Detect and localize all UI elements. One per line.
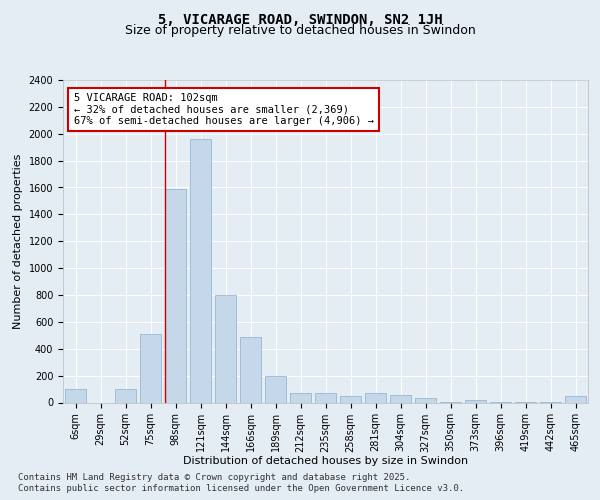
Text: Size of property relative to detached houses in Swindon: Size of property relative to detached ho… — [125, 24, 475, 37]
Bar — [365, 393, 386, 402]
Bar — [165, 189, 186, 402]
Bar — [315, 393, 336, 402]
Bar — [65, 389, 86, 402]
Bar — [265, 376, 286, 402]
Bar — [565, 396, 586, 402]
Bar — [190, 139, 211, 402]
Bar — [115, 389, 136, 402]
Bar — [240, 336, 261, 402]
Text: 5 VICARAGE ROAD: 102sqm
← 32% of detached houses are smaller (2,369)
67% of semi: 5 VICARAGE ROAD: 102sqm ← 32% of detache… — [74, 93, 373, 126]
Bar — [465, 400, 486, 402]
X-axis label: Distribution of detached houses by size in Swindon: Distribution of detached houses by size … — [183, 456, 468, 466]
Text: Contains public sector information licensed under the Open Government Licence v3: Contains public sector information licen… — [18, 484, 464, 493]
Text: Contains HM Land Registry data © Crown copyright and database right 2025.: Contains HM Land Registry data © Crown c… — [18, 472, 410, 482]
Bar — [415, 398, 436, 402]
Bar — [340, 396, 361, 402]
Bar — [140, 334, 161, 402]
Bar — [290, 393, 311, 402]
Y-axis label: Number of detached properties: Number of detached properties — [13, 154, 23, 329]
Bar — [215, 295, 236, 403]
Text: 5, VICARAGE ROAD, SWINDON, SN2 1JH: 5, VICARAGE ROAD, SWINDON, SN2 1JH — [158, 12, 442, 26]
Bar — [390, 395, 411, 402]
